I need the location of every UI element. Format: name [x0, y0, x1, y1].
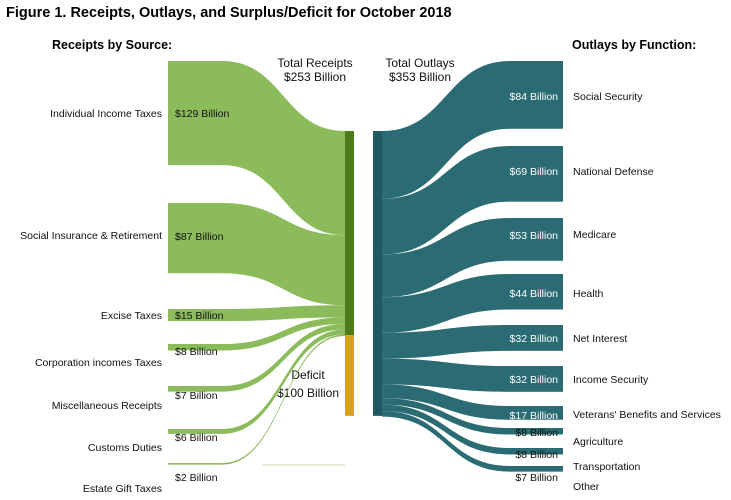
deficit-label: Deficit — [291, 368, 325, 382]
outlay-value-national-defense: $69 Billion — [510, 166, 559, 178]
outlay-flow-transportation — [382, 404, 510, 455]
outlay-node-social-security — [510, 61, 563, 129]
outlay-label-veterans-benefits-and-services: Veterans' Benefits and Services — [573, 409, 721, 421]
outlay-node-transportation — [510, 448, 563, 455]
receipt-flow-customs-duties — [222, 329, 345, 434]
outlay-label-medicare: Medicare — [573, 229, 616, 241]
outlay-value-transportation: $8 Billion — [515, 449, 558, 461]
receipt-value-social-insurance-retirement: $87 Billion — [175, 231, 224, 243]
receipt-value-estate-gift-taxes: $2 Billion — [175, 472, 218, 484]
receipts-header: Receipts by Source: — [52, 38, 172, 52]
total-receipts-label: Total Receipts — [277, 56, 352, 70]
outlay-label-national-defense: National Defense — [573, 166, 654, 178]
receipt-label-corporation-incomes-taxes: Corporation incomes Taxes — [35, 357, 162, 369]
receipt-value-individual-income-taxes: $129 Billion — [175, 108, 229, 120]
outlays-header: Outlays by Function: — [572, 38, 696, 52]
outlay-node-net-interest — [510, 325, 563, 351]
receipt-node-social-insurance-retirement — [168, 203, 222, 274]
outlay-node-medicare — [510, 218, 563, 261]
outlay-flow-other — [382, 411, 510, 472]
total-outlays-value: $353 Billion — [389, 70, 451, 84]
outlay-label-social-security: Social Security — [573, 91, 643, 103]
outlay-node-national-defense — [510, 146, 563, 202]
outlay-value-veterans-benefits-and-services: $17 Billion — [510, 410, 559, 422]
receipt-node-corporation-incomes-taxes — [168, 344, 222, 351]
receipt-node-excise-taxes — [168, 309, 222, 322]
total-receipts-value: $253 Billion — [284, 70, 346, 84]
receipt-label-social-insurance-retirement: Social Insurance & Retirement — [20, 230, 162, 242]
outlay-flow-veterans-benefits-and-services — [382, 384, 510, 420]
outlay-value-net-interest: $32 Billion — [510, 333, 559, 345]
total-receipts-bar — [345, 131, 354, 336]
receipt-value-excise-taxes: $15 Billion — [175, 310, 224, 322]
outlay-value-social-security: $84 Billion — [510, 91, 559, 103]
outlay-value-agriculture: $8 Billion — [515, 427, 558, 439]
deficit-value: $100 Billion — [277, 386, 339, 400]
receipt-flow-miscellaneous-receipts — [222, 323, 345, 392]
labels-layer: Individual Income Taxes $129 Billion Socia… — [20, 91, 721, 495]
receipt-flow-corporation-incomes-taxes — [222, 317, 345, 351]
receipt-node-estate-gift-taxes — [168, 463, 222, 465]
receipt-value-miscellaneous-receipts: $7 Billion — [175, 390, 218, 402]
outlay-flow-medicare — [382, 218, 510, 298]
outlay-node-health — [510, 274, 563, 310]
outlay-value-medicare: $53 Billion — [510, 230, 559, 242]
outlay-node-agriculture — [510, 428, 563, 435]
deficit-bar — [345, 335, 354, 416]
receipt-value-corporation-incomes-taxes: $8 Billion — [175, 346, 218, 358]
receipt-node-customs-duties — [168, 429, 222, 434]
total-outlays-label: Total Outlays — [385, 56, 454, 70]
outlay-node-other — [510, 466, 563, 472]
outlay-label-agriculture: Agriculture — [573, 436, 623, 448]
outlay-label-transportation: Transportation — [573, 461, 640, 473]
outlay-value-health: $44 Billion — [510, 288, 559, 300]
outlay-value-income-security: $32 Billion — [510, 374, 559, 386]
outlay-label-other: Other — [573, 481, 600, 493]
outlay-flow-net-interest — [382, 325, 510, 359]
receipt-label-customs-duties: Customs Duties — [88, 442, 162, 454]
outlay-flow-social-security — [382, 61, 510, 199]
outlay-value-other: $7 Billion — [515, 472, 558, 484]
receipt-label-individual-income-taxes: Individual Income Taxes — [50, 108, 162, 120]
receipt-flow-estate-gift-taxes — [222, 334, 345, 465]
flows-layer — [168, 61, 563, 472]
receipt-value-customs-duties: $6 Billion — [175, 432, 218, 444]
receipt-node-miscellaneous-receipts — [168, 386, 222, 392]
bars-layer — [345, 131, 382, 416]
receipt-flow-individual-income-taxes — [222, 61, 345, 236]
receipt-label-excise-taxes: Excise Taxes — [101, 310, 162, 322]
receipt-flow-excise-taxes — [222, 305, 345, 322]
receipt-flow-social-insurance-retirement — [222, 203, 345, 306]
outlay-node-income-security — [510, 366, 563, 392]
outlay-flow-health — [382, 274, 510, 333]
outlay-flow-agriculture — [382, 398, 510, 435]
receipt-label-estate-gift-taxes: Estate Gift Taxes — [83, 483, 162, 495]
outlay-flow-income-security — [382, 358, 510, 392]
outlay-label-health: Health — [573, 288, 604, 300]
outlay-label-income-security: Income Security — [573, 374, 649, 386]
receipt-node-individual-income-taxes — [168, 61, 222, 166]
total-outlays-bar — [373, 131, 382, 416]
outlay-node-veterans-benefits-and-services — [510, 406, 563, 420]
outlay-label-net-interest: Net Interest — [573, 333, 627, 345]
outlay-flow-national-defense — [382, 146, 510, 255]
receipt-label-miscellaneous-receipts: Miscellaneous Receipts — [52, 400, 162, 412]
figure-title: Figure 1. Receipts, Outlays, and Surplus… — [6, 5, 452, 21]
